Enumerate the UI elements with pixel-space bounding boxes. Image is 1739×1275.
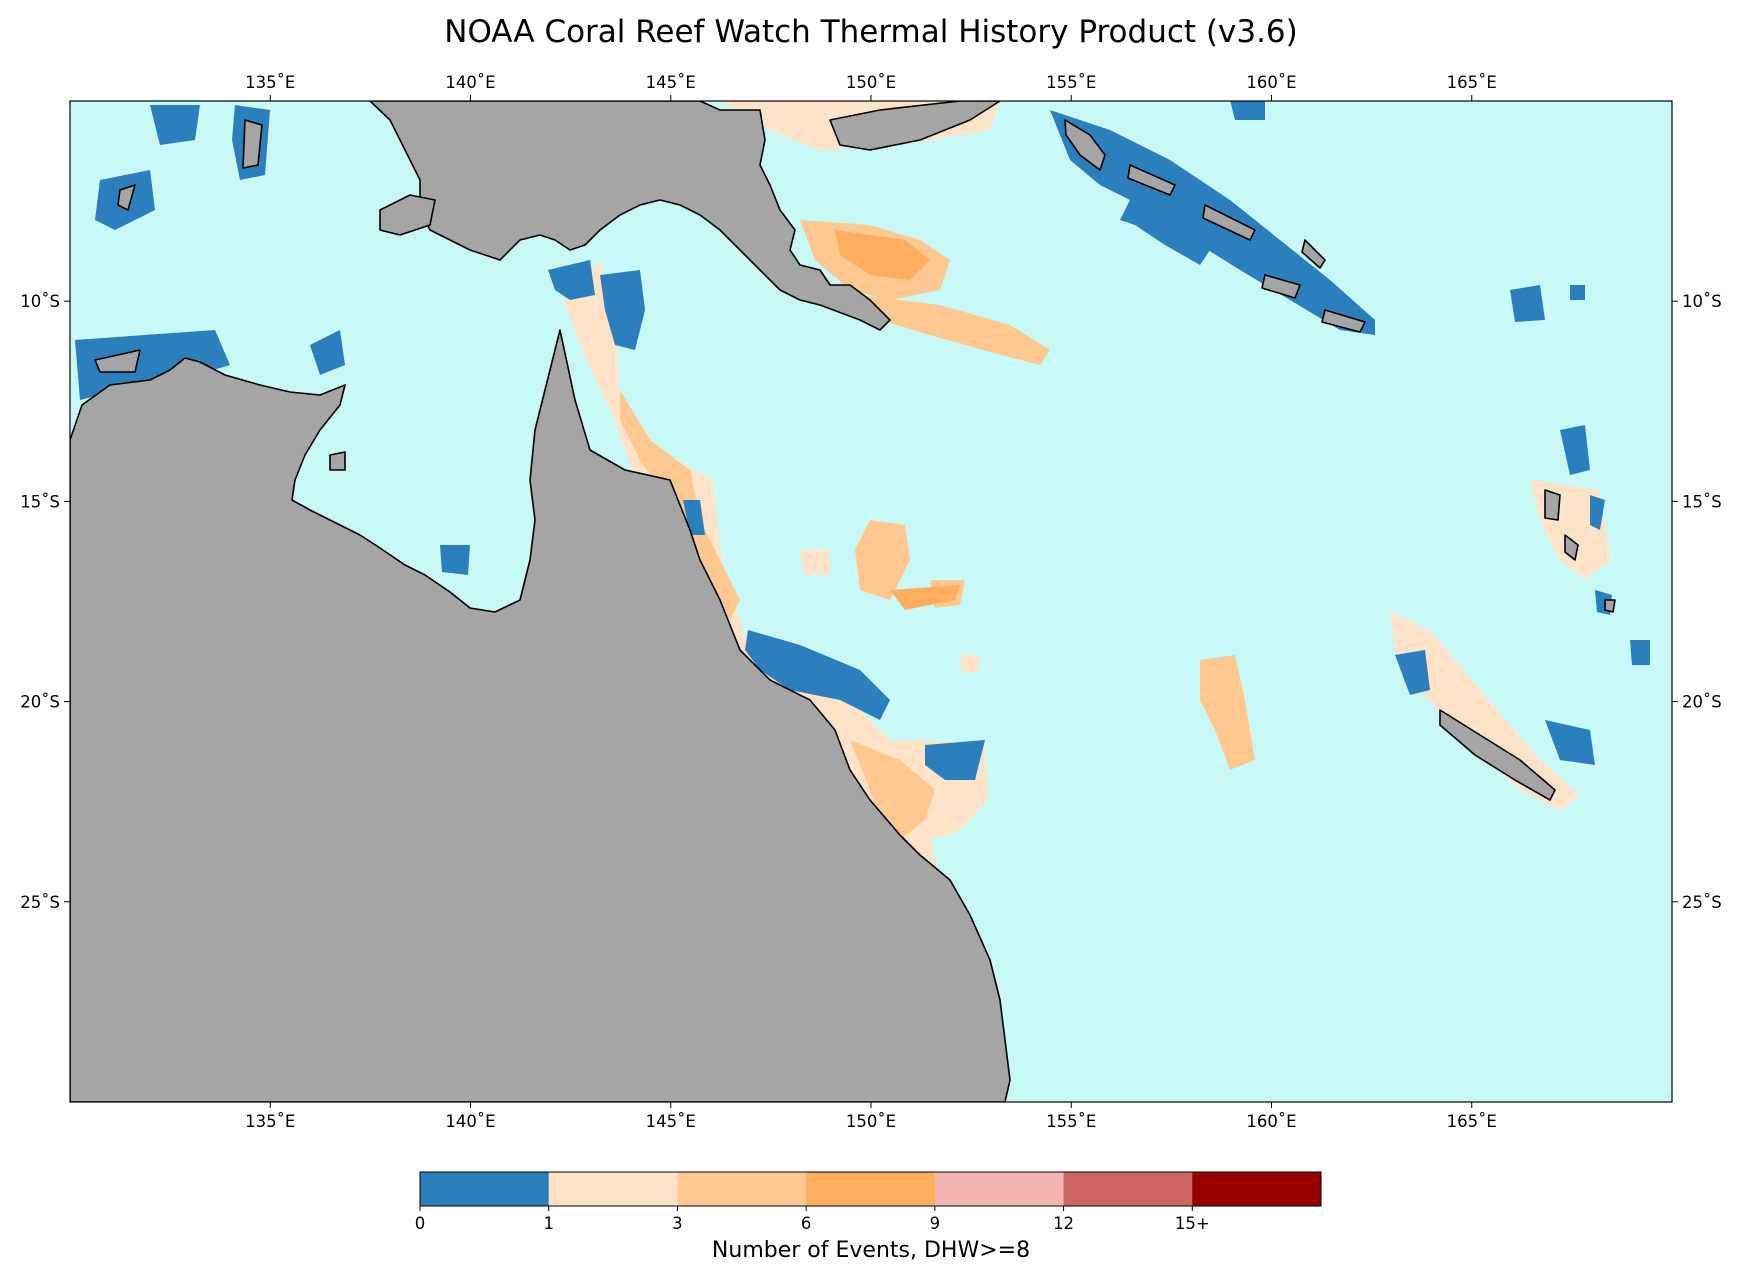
louisiade-patch: [860, 295, 1050, 365]
coral-sea-north-core: [835, 230, 930, 280]
gbr-south-patch: [850, 740, 935, 840]
map-area: [70, 101, 1672, 1102]
colorbar-tick-label: 6: [801, 1214, 812, 1233]
lon-tick-label-bottom: 165˚E: [1447, 1112, 1497, 1131]
new-caledonia: [1439, 709, 1556, 801]
colorbar-bin: [677, 1172, 807, 1206]
lon-tick-label-top: 145˚E: [646, 73, 696, 92]
colorbar-tick-label: 12: [1053, 1214, 1074, 1233]
torres-strait-patch: [548, 260, 595, 300]
lon-tick-label-top: 165˚E: [1447, 73, 1497, 92]
ne-isolated-patch-1: [1510, 285, 1545, 322]
lon-tick-label-top: 135˚E: [245, 73, 295, 92]
gbr-blue-patch-2: [745, 630, 890, 720]
lon-tick-label-bottom: 160˚E: [1246, 1112, 1296, 1131]
kenn-reef-patch: [960, 655, 980, 672]
malakula: [1564, 534, 1579, 561]
colorbar-bin: [1063, 1172, 1193, 1206]
gbr-blue-patch-1: [600, 270, 645, 350]
lat-tick-label-left: 20˚S: [20, 693, 60, 712]
colorbar-tick-label: 9: [930, 1214, 941, 1233]
coral-sea-reef-1: [855, 520, 910, 600]
ne-isolated-patch-2: [1570, 285, 1585, 300]
gbr-band-patch: [560, 262, 988, 900]
bougainville: [1064, 119, 1106, 171]
new-britain-area: [829, 101, 1001, 151]
lat-tick-label-right: 15˚S: [1682, 492, 1722, 511]
aru-island: [242, 119, 263, 169]
makira: [1301, 239, 1326, 269]
gbr-blue-patch-3: [925, 740, 985, 780]
lon-tick-label-top: 140˚E: [445, 73, 495, 92]
coral-sea-reef-3: [890, 585, 960, 610]
lat-tick-label-left: 25˚S: [20, 893, 60, 912]
marion-reef-patch: [1200, 655, 1255, 770]
colorbar-frame: [419, 1171, 1322, 1207]
colorbar-tick-label: 15+: [1175, 1214, 1210, 1233]
australia: [70, 329, 1011, 1102]
lat-tick-label-right: 20˚S: [1682, 693, 1722, 712]
lat-tick-label-right: 10˚S: [1682, 292, 1722, 311]
lon-tick-label-bottom: 135˚E: [245, 1112, 295, 1131]
lon-tick-label-top: 155˚E: [1046, 73, 1096, 92]
arnhem-patch: [75, 330, 230, 400]
new-caledonia-north-patch: [1395, 650, 1430, 695]
colorbar-tick-label: 0: [415, 1214, 426, 1233]
new-guinea: [369, 101, 891, 331]
tanimbar-island: [117, 184, 136, 211]
longitude-ticks: 135˚E 135˚E 140˚E 140˚E 145˚E 145˚E 150˚E 150˚E…: [245, 73, 1497, 1131]
lon-tick-label-bottom: 145˚E: [646, 1112, 696, 1131]
groote-eylandt: [329, 451, 346, 471]
lat-tick-label-left: 10˚S: [20, 292, 60, 311]
lat-tick-label-right: 25˚S: [1682, 893, 1722, 912]
lon-tick-label-bottom: 155˚E: [1046, 1112, 1096, 1131]
efate: [1604, 599, 1616, 613]
latitude-ticks: 10˚S 10˚S 15˚S 15˚S 20˚S 20˚S 25˚S 25˚S: [20, 292, 1721, 912]
colorbar-tick-label: 3: [672, 1214, 683, 1233]
colorbar: 0 1 3 6 9 12 15+: [415, 1171, 1322, 1233]
lon-tick-label-top: 150˚E: [846, 73, 896, 92]
vanuatu-patch-5: [1630, 640, 1650, 665]
lat-tick-label-left: 15˚S: [20, 492, 60, 511]
lon-tick-label-bottom: 150˚E: [846, 1112, 896, 1131]
new-caledonia-band: [1390, 612, 1580, 810]
frederik-hendrik-island: [379, 194, 436, 236]
loyalty-islands-patch: [1545, 720, 1595, 765]
colorbar-bin: [548, 1172, 678, 1206]
santa-isabel: [1202, 204, 1256, 241]
colorbar-bin: [420, 1172, 550, 1206]
arafura-patch-2: [150, 105, 200, 145]
colorbar-bin: [934, 1172, 1065, 1206]
choiseul: [1127, 164, 1176, 196]
malaita: [1321, 309, 1366, 333]
colorbar-label: Number of Events, DHW>=8: [712, 1238, 1030, 1263]
espiritu-santo: [1544, 489, 1561, 521]
santa-isabel-patch: [1130, 200, 1210, 265]
melville-island: [94, 349, 141, 373]
bougainville-patch: [1230, 101, 1265, 120]
gulf-islands-patch: [440, 545, 470, 575]
map-title: NOAA Coral Reef Watch Thermal History Pr…: [444, 14, 1297, 50]
vanuatu-patch-3: [1590, 495, 1605, 530]
colorbar-bin: [806, 1172, 936, 1206]
cape-york-west-patch: [310, 330, 345, 375]
lon-tick-label-top: 160˚E: [1246, 73, 1296, 92]
colorbar-tick-label: 1: [543, 1214, 554, 1233]
colorbar-bin: [1192, 1172, 1322, 1206]
coral-sea-reef-4: [800, 550, 830, 575]
lon-tick-label-bottom: 140˚E: [445, 1112, 495, 1131]
land: [70, 101, 1616, 1102]
guadalcanal: [1261, 274, 1301, 299]
vanuatu-patch-1: [1560, 425, 1590, 475]
